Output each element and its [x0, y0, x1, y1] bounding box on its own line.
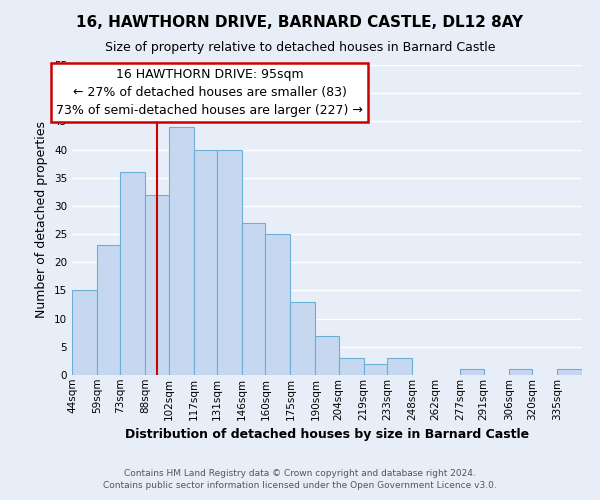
- Bar: [194, 150, 217, 375]
- Bar: [97, 246, 121, 375]
- Bar: [72, 290, 97, 375]
- Text: 16 HAWTHORN DRIVE: 95sqm
← 27% of detached houses are smaller (83)
73% of semi-d: 16 HAWTHORN DRIVE: 95sqm ← 27% of detach…: [56, 68, 363, 117]
- Bar: [290, 302, 316, 375]
- Text: Size of property relative to detached houses in Barnard Castle: Size of property relative to detached ho…: [105, 41, 495, 54]
- Y-axis label: Number of detached properties: Number of detached properties: [35, 122, 49, 318]
- Bar: [169, 127, 194, 375]
- Bar: [387, 358, 412, 375]
- Bar: [121, 172, 145, 375]
- Text: 16, HAWTHORN DRIVE, BARNARD CASTLE, DL12 8AY: 16, HAWTHORN DRIVE, BARNARD CASTLE, DL12…: [76, 15, 524, 30]
- Bar: [265, 234, 290, 375]
- Bar: [338, 358, 364, 375]
- Bar: [145, 194, 169, 375]
- Bar: [509, 370, 532, 375]
- X-axis label: Distribution of detached houses by size in Barnard Castle: Distribution of detached houses by size …: [125, 428, 529, 441]
- Bar: [364, 364, 387, 375]
- Bar: [316, 336, 338, 375]
- Text: Contains HM Land Registry data © Crown copyright and database right 2024.: Contains HM Land Registry data © Crown c…: [124, 468, 476, 477]
- Bar: [242, 223, 265, 375]
- Bar: [557, 370, 582, 375]
- Bar: [460, 370, 484, 375]
- Bar: [217, 150, 242, 375]
- Text: Contains public sector information licensed under the Open Government Licence v3: Contains public sector information licen…: [103, 481, 497, 490]
